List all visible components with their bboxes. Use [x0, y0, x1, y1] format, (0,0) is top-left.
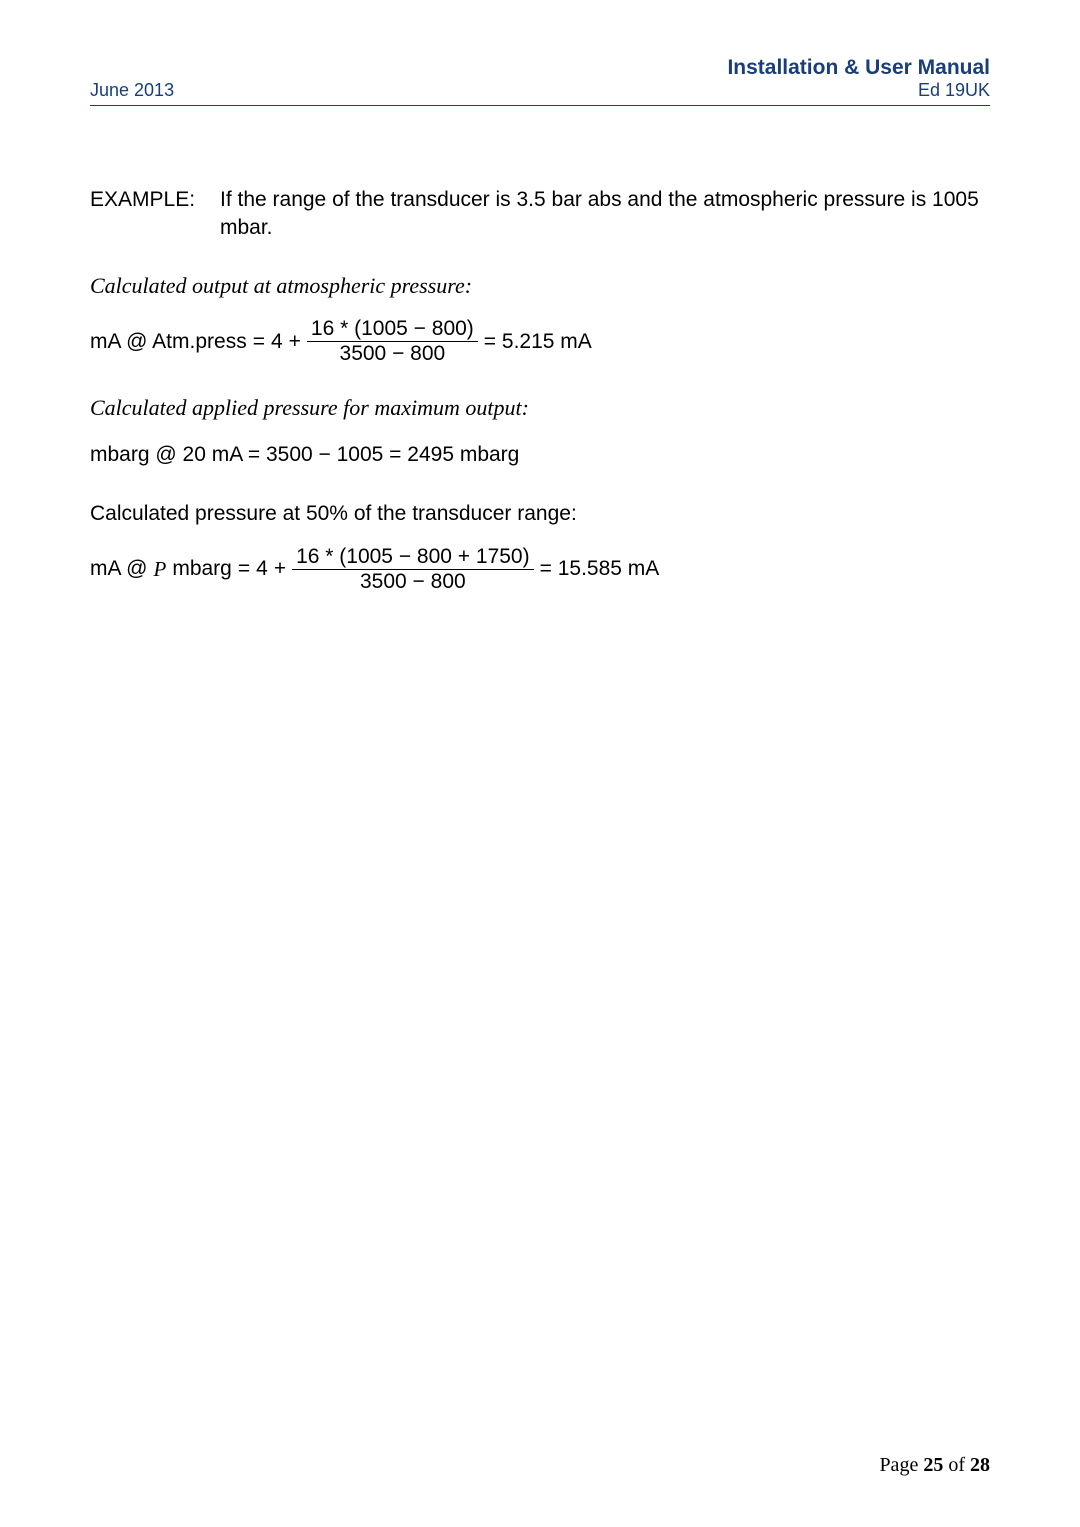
page-footer: Page 25 of 28 [879, 1454, 990, 1477]
eq1-numerator: 16 * (1005 − 800) [307, 318, 478, 342]
eq3-numerator: 16 * (1005 − 800 + 1750) [292, 546, 534, 570]
footer-of: of [943, 1454, 970, 1476]
eq3-equals: = [238, 555, 250, 583]
eq3-denominator: 3500 − 800 [356, 570, 470, 593]
footer-prefix: Page [879, 1454, 923, 1476]
footer-total-pages: 28 [970, 1454, 990, 1476]
eq1-base: 4 [271, 328, 283, 356]
footer-current-page: 25 [923, 1454, 943, 1476]
eq1-plus: + [289, 328, 301, 356]
equation-1: mA @ Atm.press = 4 + 16 * (1005 − 800) 3… [90, 318, 990, 365]
eq3-plus: + [274, 555, 286, 583]
page-header: June 2013 Installation & User Manual Ed … [90, 56, 990, 106]
page-content: EXAMPLE: If the range of the transducer … [90, 186, 990, 593]
eq3-var-P: P [154, 555, 167, 583]
eq3-base: 4 [256, 555, 268, 583]
equation-3: mA @ P mbarg = 4 + 16 * (1005 − 800 + 17… [90, 546, 990, 593]
calc3-heading: Calculated pressure at 50% of the transd… [90, 500, 990, 528]
eq1-result: = 5.215 mA [484, 328, 592, 356]
eq1-fraction: 16 * (1005 − 800) 3500 − 800 [307, 318, 478, 365]
example-text: If the range of the transducer is 3.5 ba… [220, 186, 990, 243]
edition-label: Ed 19UK [727, 80, 990, 101]
eq3-lhs-post: mbarg [172, 555, 232, 583]
example-label: EXAMPLE: [90, 186, 220, 243]
example-block: EXAMPLE: If the range of the transducer … [90, 186, 990, 243]
eq1-denominator: 3500 − 800 [336, 342, 450, 365]
eq2-text: mbarg @ 20 mA = 3500 − 1005 = 2495 mbarg [90, 441, 519, 469]
header-right-block: Installation & User Manual Ed 19UK [727, 56, 990, 101]
eq3-lhs-pre: mA @ [90, 555, 148, 583]
eq3-fraction: 16 * (1005 − 800 + 1750) 3500 − 800 [292, 546, 534, 593]
eq3-result: = 15.585 mA [540, 555, 660, 583]
calc1-heading: Calculated output at atmospheric pressur… [90, 271, 990, 301]
manual-title: Installation & User Manual [727, 56, 990, 80]
equation-2: mbarg @ 20 mA = 3500 − 1005 = 2495 mbarg [90, 441, 990, 469]
eq1-equals: = [253, 328, 265, 356]
header-date: June 2013 [90, 80, 174, 101]
calc2-heading: Calculated applied pressure for maximum … [90, 393, 990, 423]
eq1-lhs: mA @ Atm.press [90, 328, 247, 356]
